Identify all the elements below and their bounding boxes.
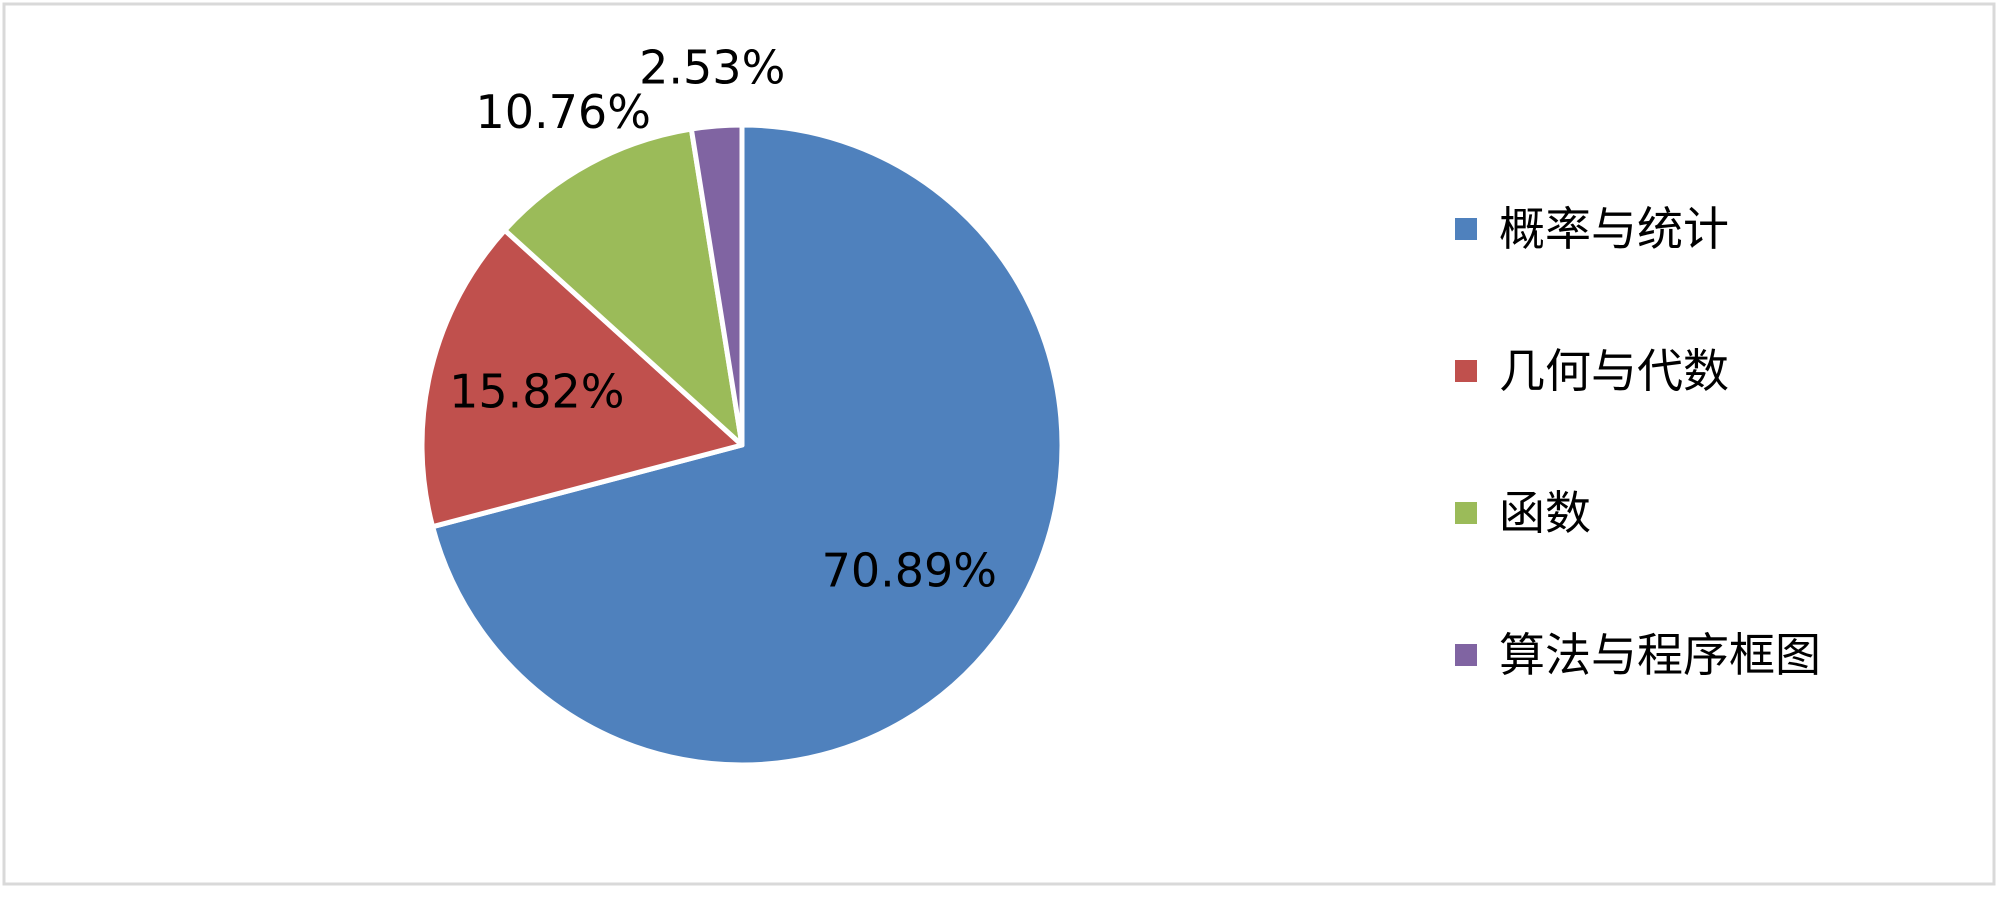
legend-item: 几何与代数 [1455,342,1855,400]
legend-swatch [1455,218,1477,240]
legend-swatch [1455,644,1477,666]
data-label: 10.76% [476,85,651,139]
legend-label: 函数 [1499,486,1591,540]
data-label: 15.82% [449,365,624,419]
legend-item: 概率与统计 [1455,200,1855,258]
pie-slice [430,122,1065,768]
pie-slice [502,126,745,448]
data-label: 2.53% [639,41,785,95]
legend-swatch [1455,502,1477,524]
legend-label: 概率与统计 [1499,202,1729,256]
legend-item: 算法与程序框图 [1455,626,1855,684]
pie-slice [419,227,745,530]
legend-swatch [1455,360,1477,382]
legend-label: 几何与代数 [1499,344,1729,398]
legend-label: 算法与程序框图 [1499,628,1821,682]
data-label: 70.89% [822,543,997,597]
legend-item: 函数 [1455,484,1855,542]
pie-slice [688,122,745,448]
legend: 概率与统计几何与代数函数算法与程序框图 [1455,200,1855,768]
